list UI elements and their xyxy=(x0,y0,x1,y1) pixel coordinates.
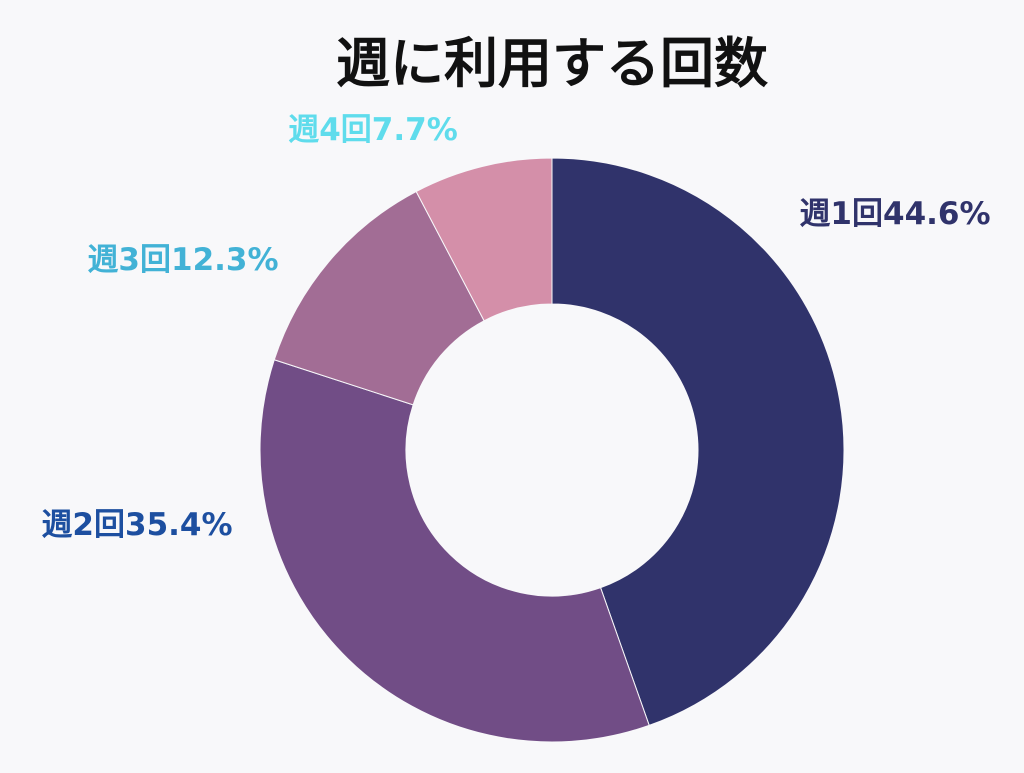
slice-label-1: 週1回44.6% xyxy=(799,196,990,232)
slice-4 xyxy=(415,157,553,322)
slice-2 xyxy=(259,359,650,743)
slice-label-2: 週2回35.4% xyxy=(41,507,232,543)
labels-group: 週1回44.6% 週2回35.4% 週3回12.3% 週4回7.7% xyxy=(41,112,990,543)
slices-group xyxy=(259,157,845,743)
slice-label-4: 週4回7.7% xyxy=(288,112,458,148)
chart-title: 週に利用する回数 xyxy=(336,32,768,95)
slice-1 xyxy=(551,157,845,726)
slice-label-3: 週3回12.3% xyxy=(87,242,278,278)
